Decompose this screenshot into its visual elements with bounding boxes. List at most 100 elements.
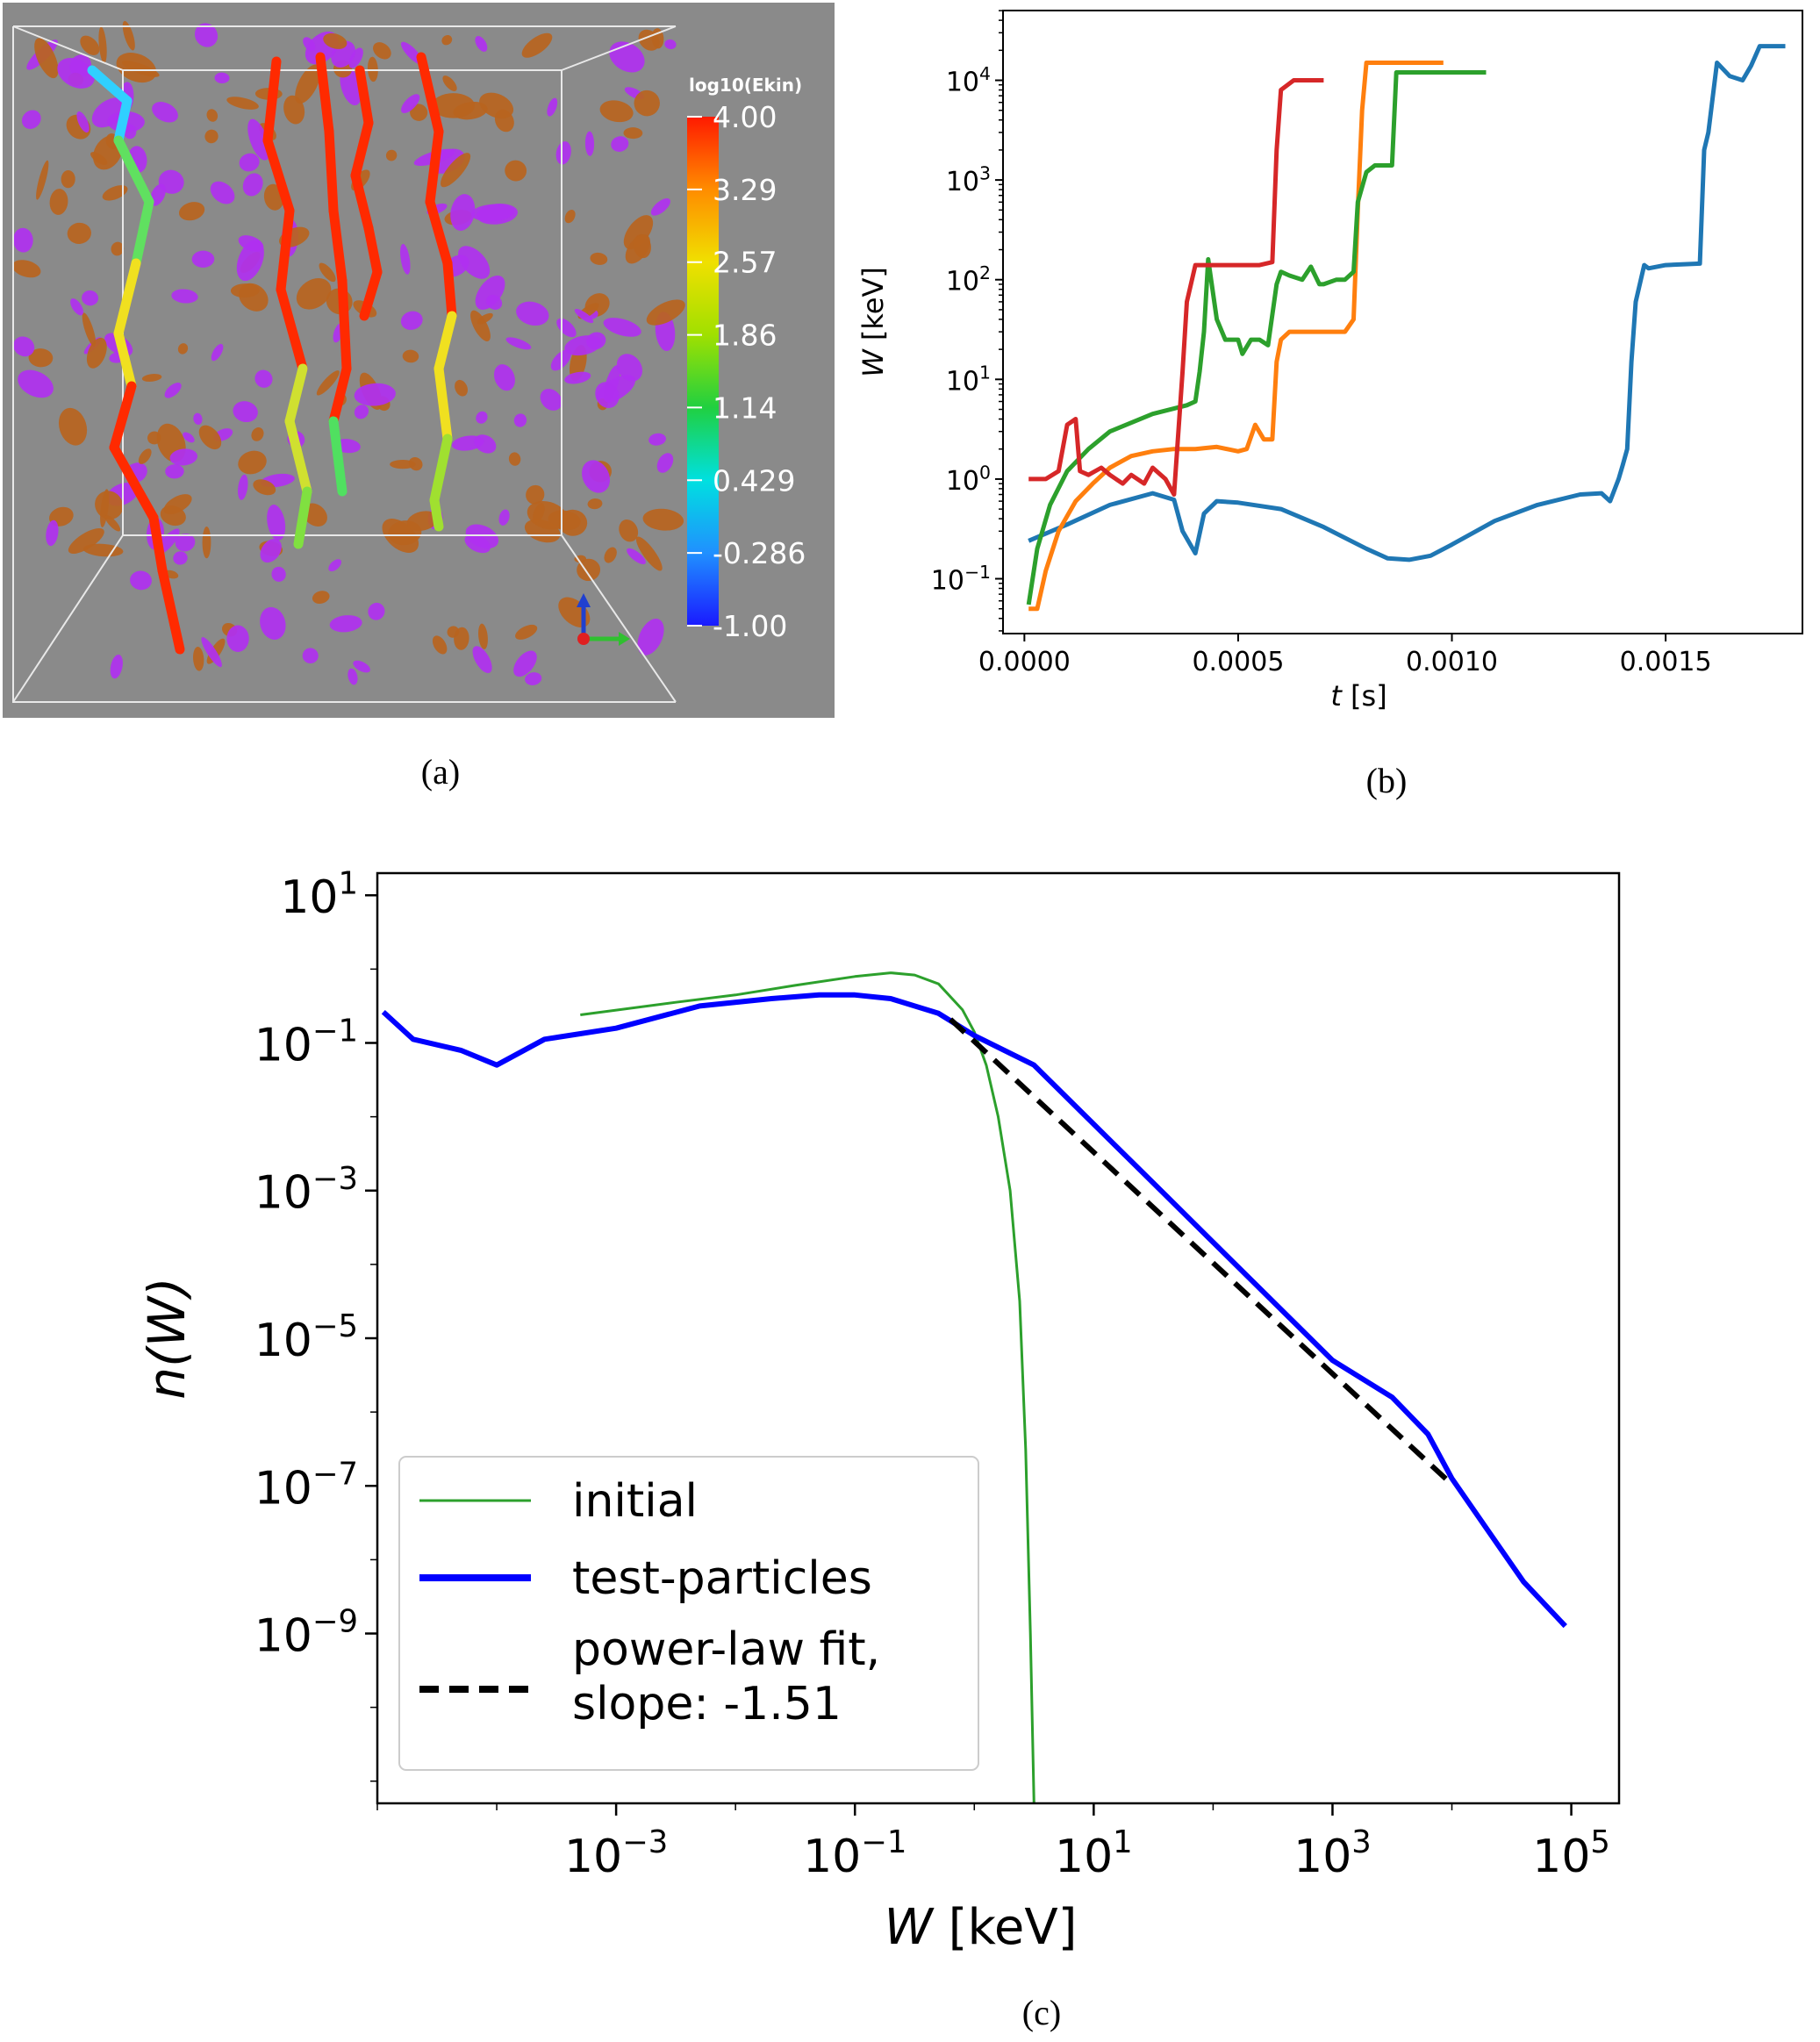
colorbar-ticks: 4.00 3.29 2.57 1.86 1.14 0.429 -0.286 -1.00: [687, 100, 806, 643]
structure-blob: [61, 170, 75, 189]
structure-blob: [201, 637, 222, 668]
structure-blob: [533, 503, 545, 523]
structure-blob: [564, 371, 591, 384]
trajectory-segment: [425, 126, 444, 207]
structure-blob: [432, 93, 475, 118]
structure-blob: [323, 32, 348, 49]
structure-blob: [82, 543, 124, 557]
bounding-box: [12, 25, 677, 703]
trajectory-segment: [284, 416, 312, 497]
structure-blob: [191, 250, 215, 268]
structure-blob: [494, 364, 515, 391]
trajectory-segment: [262, 56, 282, 146]
structure-blob: [564, 209, 576, 224]
structure-blob: [348, 47, 363, 68]
colorbar-title: log10(Ekin): [689, 75, 802, 96]
structure-blob: [526, 484, 545, 505]
y-tick-label: 10−1: [254, 1014, 358, 1072]
structure-blob: [472, 646, 492, 674]
structure-blob: [498, 509, 510, 526]
structure-blob: [260, 606, 286, 640]
structure-blob: [457, 246, 491, 279]
trajectory-segment: [148, 512, 168, 576]
trajectory-segment: [337, 276, 352, 374]
structure-blob: [169, 448, 198, 466]
structure-blob: [353, 660, 370, 673]
structure-blob: [634, 90, 660, 117]
trajectory-segment: [276, 284, 308, 374]
structure-blob: [102, 185, 128, 201]
x-tick-label: 0.0015: [1620, 647, 1712, 677]
structure-blob: [183, 432, 195, 443]
structure-blob: [650, 198, 670, 216]
y-tick-label: 102: [946, 262, 991, 297]
structure-blob: [104, 515, 121, 532]
legend-label-1: test-particles: [572, 1552, 872, 1605]
colorbar: [687, 117, 719, 626]
structure-blob: [178, 202, 205, 221]
structure-blob: [515, 624, 538, 640]
structure-blob: [402, 349, 419, 363]
trajectory-segment: [328, 416, 348, 497]
structure-blob: [206, 109, 219, 122]
structure-blob: [57, 58, 95, 89]
structure-blob: [194, 23, 219, 47]
trajectory-segment: [324, 126, 339, 216]
colorbar-tick-label: 4.00: [713, 100, 777, 134]
y-tick-label: 10−9: [254, 1604, 358, 1663]
structure-blob: [226, 625, 249, 652]
structure-blob: [165, 464, 184, 479]
caption-b: (b): [1365, 761, 1408, 800]
structure-blob: [623, 215, 654, 250]
structure-blob: [177, 343, 189, 355]
structure-blob: [312, 591, 330, 604]
structure-blob: [98, 26, 107, 64]
y-tick-label: 103: [946, 163, 991, 198]
structure-blob: [316, 370, 340, 396]
structure-blob: [329, 615, 362, 633]
legend-label-2: slope: -1.51: [572, 1678, 842, 1730]
structure-blob: [13, 227, 33, 253]
x-tick-label: 0.0010: [1406, 647, 1498, 677]
structure-blob: [625, 234, 650, 264]
structure-blob: [204, 129, 219, 144]
structure-blob: [238, 474, 248, 500]
structure-blob: [401, 94, 420, 113]
structure-blob: [230, 283, 260, 298]
structure-blob: [354, 405, 369, 419]
structure-blob: [283, 95, 305, 125]
structure-blob: [590, 252, 608, 265]
x-tick-label: 10−1: [803, 1824, 906, 1883]
structure-blob: [368, 602, 385, 620]
structure-blob: [295, 64, 321, 104]
series-line-1: [1028, 61, 1444, 612]
trajectory-segment: [131, 197, 154, 269]
trajectory-segment: [429, 495, 444, 532]
structure-blob: [152, 102, 178, 123]
structure-blob: [267, 505, 286, 541]
structure-blob: [319, 262, 336, 283]
structure-blob: [303, 37, 316, 52]
structure-blob: [664, 39, 677, 50]
structure-blob: [513, 413, 527, 427]
series-line-2: [949, 1017, 1454, 1487]
structure-blob: [627, 548, 646, 565]
trajectory-segment: [328, 205, 348, 286]
structure-blob: [198, 425, 222, 450]
structure-blob: [564, 335, 602, 356]
structure-blob: [451, 435, 484, 451]
structure-blob: [432, 635, 448, 655]
trajectory-segment: [113, 258, 141, 339]
structure-blob: [547, 97, 558, 117]
structure-blob: [202, 526, 211, 559]
trajectory-segment: [429, 433, 453, 505]
structure-blob: [68, 527, 104, 555]
trajectory-segment: [113, 135, 154, 207]
structure-blob: [271, 566, 286, 582]
panel-b-chart: 0.0000 0.0005 0.0010 0.0015 10−1 100 101 102 103…: [860, 10, 1803, 713]
structure-blob: [442, 75, 457, 91]
legend: initial test-particles power-law fit,slope…: [398, 1456, 979, 1771]
particle-trajectories: [87, 52, 457, 655]
structure-blob: [247, 118, 270, 161]
trajectory-segment: [425, 197, 453, 269]
